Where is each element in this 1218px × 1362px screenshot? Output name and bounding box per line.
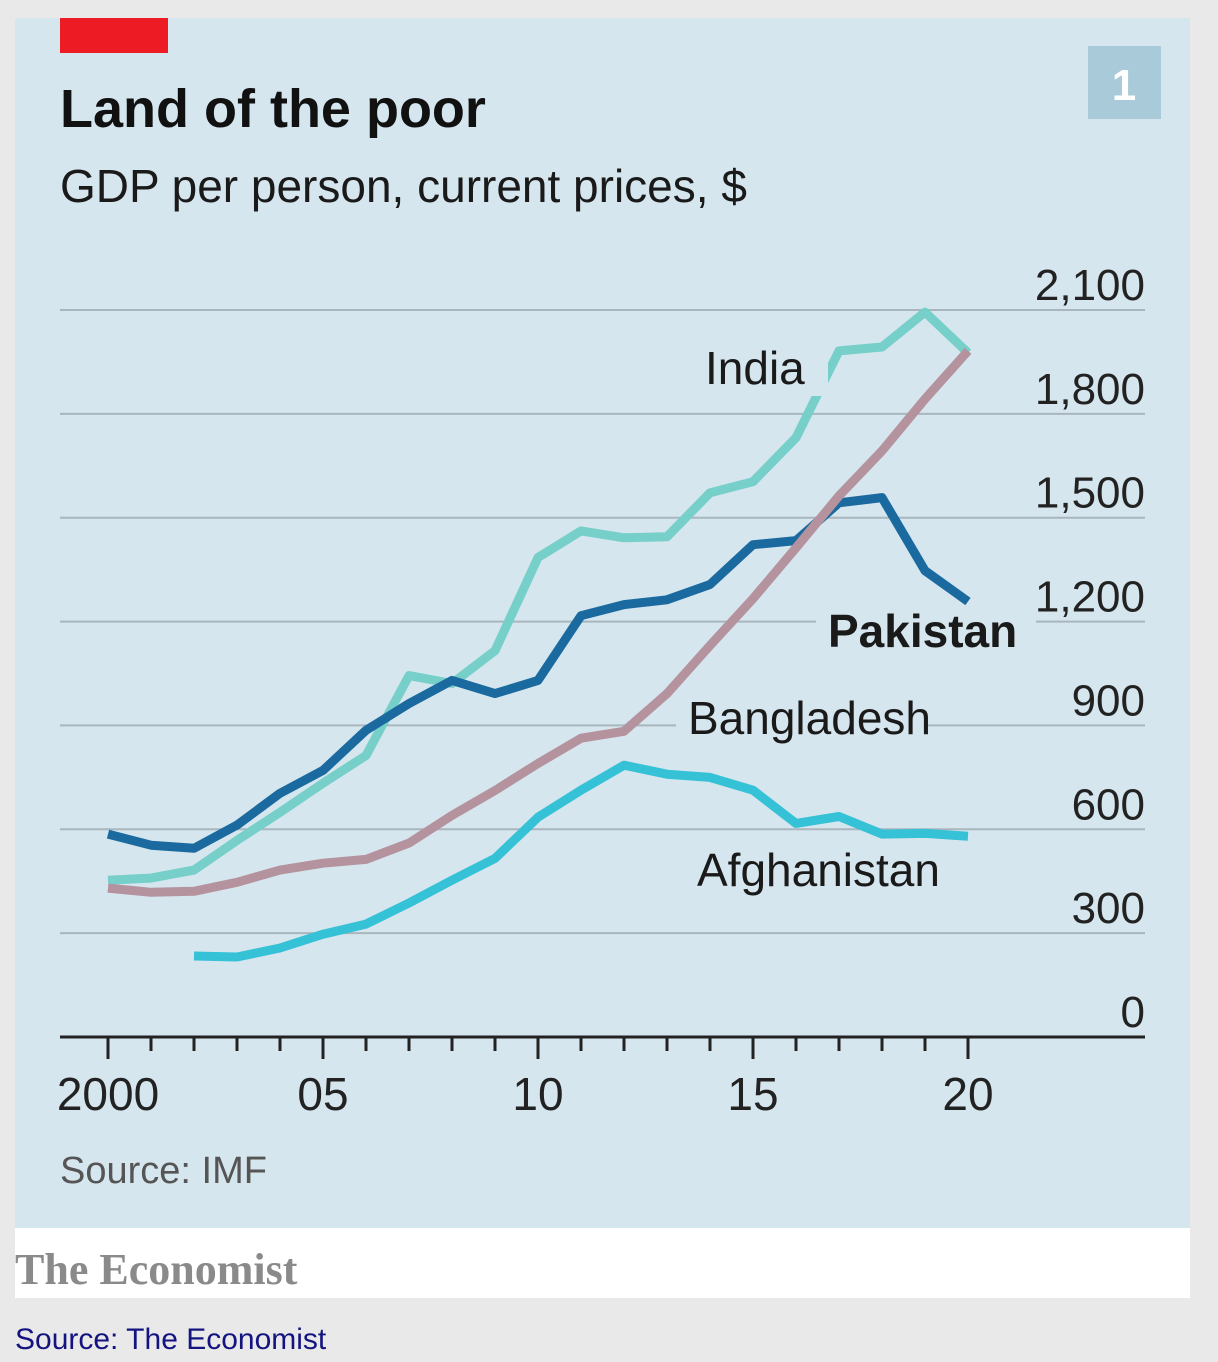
- chart-number: 1: [1112, 61, 1136, 110]
- chart-subtitle: GDP per person, current prices, $: [60, 160, 747, 212]
- y-tick-label: 300: [1072, 884, 1145, 933]
- accent-tag: [60, 18, 168, 53]
- source-note: Source: IMF: [60, 1150, 267, 1192]
- chart-number-badge: [1088, 46, 1161, 119]
- series-label-afghanistan: Afghanistan: [697, 844, 940, 896]
- image-caption: Source: The Economist: [15, 1323, 327, 1356]
- brand-strip: [15, 1228, 1190, 1298]
- brand-logo: The Economist: [15, 1245, 298, 1294]
- y-tick-label: 0: [1121, 988, 1145, 1037]
- y-tick-label: 2,100: [1035, 261, 1145, 310]
- x-tick-label: 15: [727, 1068, 778, 1120]
- series-line-bangladesh: [107, 347, 972, 897]
- label-knockout: [685, 846, 958, 898]
- x-tick-label: 20: [942, 1068, 993, 1120]
- x-tick-label: 10: [512, 1068, 563, 1120]
- y-tick-label: 1,500: [1035, 469, 1145, 518]
- series-label-bangladesh: Bangladesh: [688, 692, 931, 744]
- chart-title: Land of the poor: [60, 79, 486, 139]
- series-label-pakistan: Pakistan: [828, 605, 1017, 657]
- y-tick-label: 1,800: [1035, 365, 1145, 414]
- y-tick-label: 900: [1072, 676, 1145, 725]
- x-tick-label: 05: [297, 1068, 348, 1120]
- series-line-afghanistan: [193, 760, 969, 962]
- y-tick-label: 600: [1072, 780, 1145, 829]
- x-tick-label: 2000: [57, 1068, 159, 1120]
- series-label-india: India: [705, 342, 805, 394]
- label-knockout: [693, 344, 828, 396]
- y-tick-label: 1,200: [1035, 573, 1145, 622]
- label-knockout: [676, 694, 926, 746]
- label-knockout: [816, 607, 1036, 659]
